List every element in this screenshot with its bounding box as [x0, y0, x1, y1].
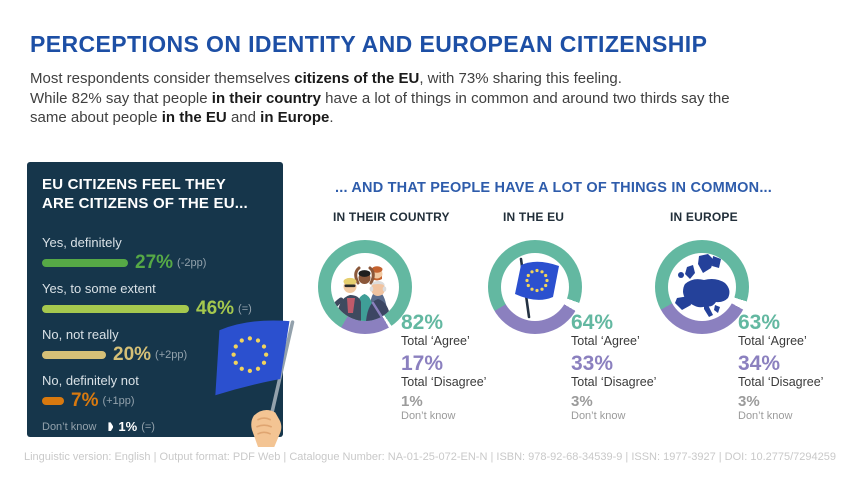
bar — [42, 305, 189, 314]
dont-know-row: Don’t know 1% (=) — [42, 419, 268, 434]
stat-disagree-text: Total ‘Disagree’ — [571, 375, 657, 389]
commonality-group-country: IN THEIR COUNTRY — [318, 210, 496, 430]
intro-text: have a lot of things in common and aroun… — [320, 89, 730, 107]
dont-know-label: Don’t know — [42, 420, 97, 433]
stat-dontknow-text: Don’t know — [401, 410, 456, 422]
dont-know-change: (=) — [141, 420, 155, 433]
commonality-group-eu: IN THE EU 64% Total ‘Agree’ 33% T — [488, 210, 666, 430]
eu-flag-icon — [515, 257, 559, 319]
stat-agree-text: Total ‘Agree’ — [738, 334, 807, 348]
stat-agree-value: 64% — [571, 311, 614, 334]
hand — [251, 410, 282, 448]
citizenship-heading: EU CITIZENS FEEL THEY ARE CITIZENS OF TH… — [42, 176, 248, 213]
stats-europe: 63% Total ‘Agree’ 34% Total ‘Disagree’ 3… — [738, 312, 838, 423]
bar-row-label: No, definitely not — [42, 373, 139, 389]
commonality-heading: ... AND THAT PEOPLE HAVE A LOT OF THINGS… — [335, 180, 773, 196]
intro-text: , with 73% sharing this feeling. — [419, 70, 622, 87]
stat-agree-value: 82% — [401, 311, 444, 334]
page-title: PERCEPTIONS ON IDENTITY AND EUROPEAN CIT… — [30, 31, 708, 57]
hand-holding-eu-flag-icon — [215, 320, 295, 448]
mini-bar-icon — [108, 422, 114, 432]
stats-country: 82% Total ‘Agree’ 17% Total ‘Disagree’ 1… — [401, 312, 501, 423]
intro-text: Most respondents consider themselves — [30, 70, 295, 87]
stat-agree-text: Total ‘Agree’ — [571, 334, 640, 348]
donut-chart-eu — [488, 240, 582, 334]
group-label-eu: IN THE EU — [503, 210, 565, 224]
intro-text: and — [226, 109, 261, 126]
stat-disagree-text: Total ‘Disagree’ — [738, 375, 824, 389]
intro-bold: citizens of the EU — [294, 70, 420, 87]
bar-change: (+1pp) — [102, 395, 135, 408]
europe-map-icon — [675, 254, 730, 317]
intro-text: same about people — [30, 109, 162, 126]
stat-disagree-value: 17% — [401, 352, 444, 375]
stat-dontknow-text: Don’t know — [738, 410, 793, 422]
intro-text: . — [329, 109, 334, 126]
bar-row-no-not-really: No, not really 20% (+2pp) — [42, 327, 268, 365]
bar-value: 20% — [113, 344, 152, 366]
donut-hole — [668, 253, 736, 321]
group-label-country: IN THEIR COUNTRY — [333, 210, 450, 224]
bar-change: (=) — [238, 303, 252, 316]
stat-dontknow-value: 3% — [738, 393, 760, 410]
bar-row-yes-definitely: Yes, definitely 27% (-2pp) — [42, 235, 268, 273]
bar-row-label: Yes, to some extent — [42, 281, 156, 297]
intro-text: While 82% say that people — [30, 89, 212, 107]
citizenship-panel: EU CITIZENS FEEL THEY ARE CITIZENS OF TH… — [27, 162, 295, 448]
donut-chart-europe — [655, 240, 749, 334]
group-label-europe: IN EUROPE — [670, 210, 738, 224]
bar — [42, 259, 128, 268]
people-group-icon — [331, 266, 391, 321]
bar-value: 46% — [196, 298, 235, 320]
bar-row-yes-some-extent: Yes, to some extent 46% (=) — [42, 281, 268, 319]
bar-value: 27% — [135, 252, 174, 274]
bar — [42, 351, 106, 360]
bar-row-label: No, not really — [42, 327, 119, 343]
intro-bold: in the EU — [161, 109, 227, 126]
stat-disagree-value: 33% — [571, 352, 614, 375]
bar-change: (-2pp) — [177, 257, 207, 270]
donut-chart-country — [318, 240, 412, 334]
bar — [42, 397, 64, 406]
dont-know-value: 1% — [118, 419, 138, 435]
intro-bold: in their country — [211, 89, 321, 107]
donut-hole — [501, 253, 569, 321]
bar-row-label: Yes, definitely — [42, 235, 122, 251]
stat-dontknow-text: Don’t know — [571, 410, 626, 422]
bar-change: (+2pp) — [155, 349, 188, 362]
stats-eu: 64% Total ‘Agree’ 33% Total ‘Disagree’ 3… — [571, 312, 671, 423]
donut-hole — [331, 253, 399, 321]
stat-dontknow-value: 3% — [571, 393, 593, 410]
stat-disagree-text: Total ‘Disagree’ — [401, 375, 487, 389]
bar-row-no-definitely-not: No, definitely not 7% (+1pp) — [42, 373, 268, 411]
intro-bold: in Europe — [260, 109, 330, 126]
flag-stars — [231, 336, 269, 373]
intro-paragraph: Most respondents consider themselves cit… — [30, 69, 730, 128]
bar-value: 7% — [71, 390, 99, 412]
stat-disagree-value: 34% — [738, 352, 781, 375]
publication-footer: Linguistic version: English | Output for… — [23, 451, 836, 463]
commonality-group-europe: IN EUROPE 63% T — [655, 210, 833, 430]
stat-agree-text: Total ‘Agree’ — [401, 334, 470, 348]
flag-cloth — [215, 320, 290, 396]
stat-agree-value: 63% — [738, 311, 781, 334]
stat-dontknow-value: 1% — [401, 393, 423, 410]
